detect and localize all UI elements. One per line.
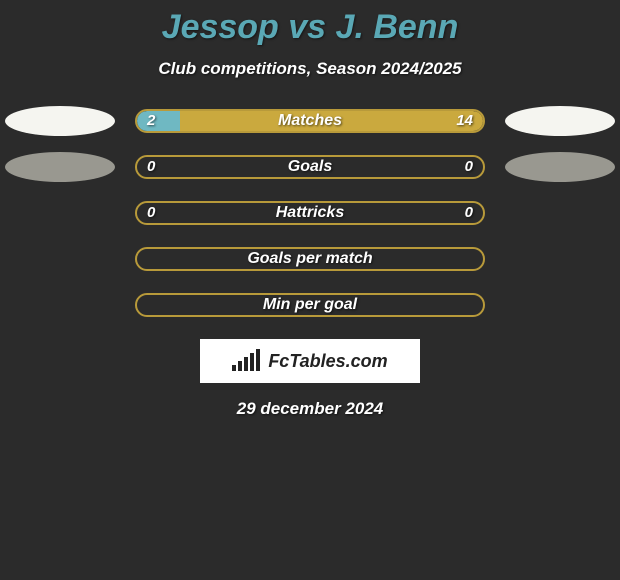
logo-box[interactable]: FcTables.com: [200, 339, 420, 383]
stat-value-left: 0: [147, 157, 155, 177]
comparison-widget: Jessop vs J. Benn Club competitions, Sea…: [0, 0, 620, 419]
stat-value-right: 0: [465, 203, 473, 223]
stat-label: Matches: [137, 111, 483, 131]
stat-label: Goals: [137, 157, 483, 177]
logo-text: FcTables.com: [268, 351, 387, 372]
logo-bars-icon: [232, 351, 262, 371]
stat-label: Hattricks: [137, 203, 483, 223]
stat-row: Min per goal: [0, 293, 620, 317]
stat-value-left: 2: [147, 111, 155, 131]
subtitle: Club competitions, Season 2024/2025: [0, 59, 620, 79]
stat-bar: Goals per match: [135, 247, 485, 271]
logo: FcTables.com: [232, 351, 387, 372]
stat-value-right: 0: [465, 157, 473, 177]
stat-row: Goals per match: [0, 247, 620, 271]
player-marker-left: [5, 106, 115, 136]
stat-bar: Hattricks0 0: [135, 201, 485, 225]
stat-bar: Matches2 14: [135, 109, 485, 133]
player-marker-right: [505, 106, 615, 136]
stat-label: Min per goal: [137, 295, 483, 315]
page-title: Jessop vs J. Benn: [0, 8, 620, 47]
stat-label: Goals per match: [137, 249, 483, 269]
stat-bar: Min per goal: [135, 293, 485, 317]
player-marker-left: [5, 152, 115, 182]
stat-row: Goals0 0: [0, 155, 620, 179]
stats-area: Matches214Goals00Hattricks00Goals per ma…: [0, 109, 620, 317]
date-label: 29 december 2024: [0, 399, 620, 419]
stat-bar: Goals0 0: [135, 155, 485, 179]
stat-row: Matches2 14: [0, 109, 620, 133]
stat-value-left: 0: [147, 203, 155, 223]
stat-row: Hattricks0 0: [0, 201, 620, 225]
stat-value-right: 14: [456, 111, 473, 131]
player-marker-right: [505, 152, 615, 182]
